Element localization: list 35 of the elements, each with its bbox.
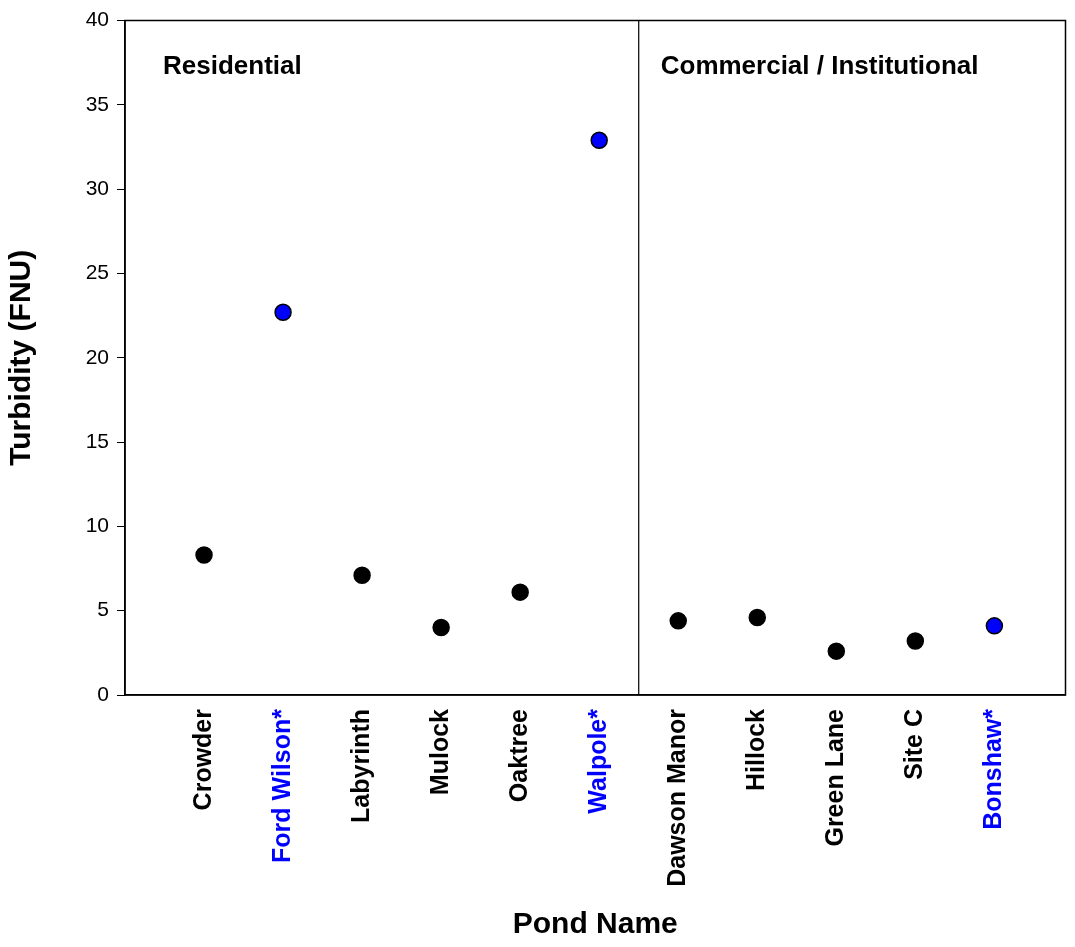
point [669,612,687,630]
point [432,618,450,637]
point [985,617,1004,635]
point [195,546,213,564]
point [274,303,292,322]
point [906,632,925,650]
y-tick-label: 10 [85,513,109,537]
x-tick-label: Ford Wilson* [266,708,295,863]
x-tick-label: Walpole* [583,708,612,814]
x-tick-label: Dawson Manor [662,708,691,887]
y-tick-label: 0 [97,681,109,705]
y-axis-title: Turbidity (FNU) [3,249,37,466]
annotation: Commercial / Institutional [660,49,979,80]
x-tick-label: Labyrinth [345,709,374,823]
y-tick-label: 15 [85,428,109,452]
annotation: Residential [163,49,302,80]
y-tick-label: 25 [85,260,109,284]
y-tick-label: 30 [85,176,109,199]
x-axis-title: Pond Name [512,906,678,940]
y-tick-label: 20 [85,344,109,368]
y-tick-label: 5 [97,597,109,621]
x-tick-label: Green Lane [820,708,849,847]
point [827,642,846,660]
x-tick-label: Hillock [741,708,770,791]
point [590,131,608,150]
y-tick-label: 35 [85,91,109,115]
x-tick-label: Oaktree [504,708,533,803]
point [511,583,529,601]
x-tick-label: Mulock [425,708,454,796]
y-tick-label: 40 [85,7,109,31]
x-tick-label: Site C [899,709,928,780]
point [353,566,371,585]
x-tick-label: Crowder [187,708,216,811]
x-tick-label: Bonshaw* [978,708,1007,830]
point [748,608,767,627]
